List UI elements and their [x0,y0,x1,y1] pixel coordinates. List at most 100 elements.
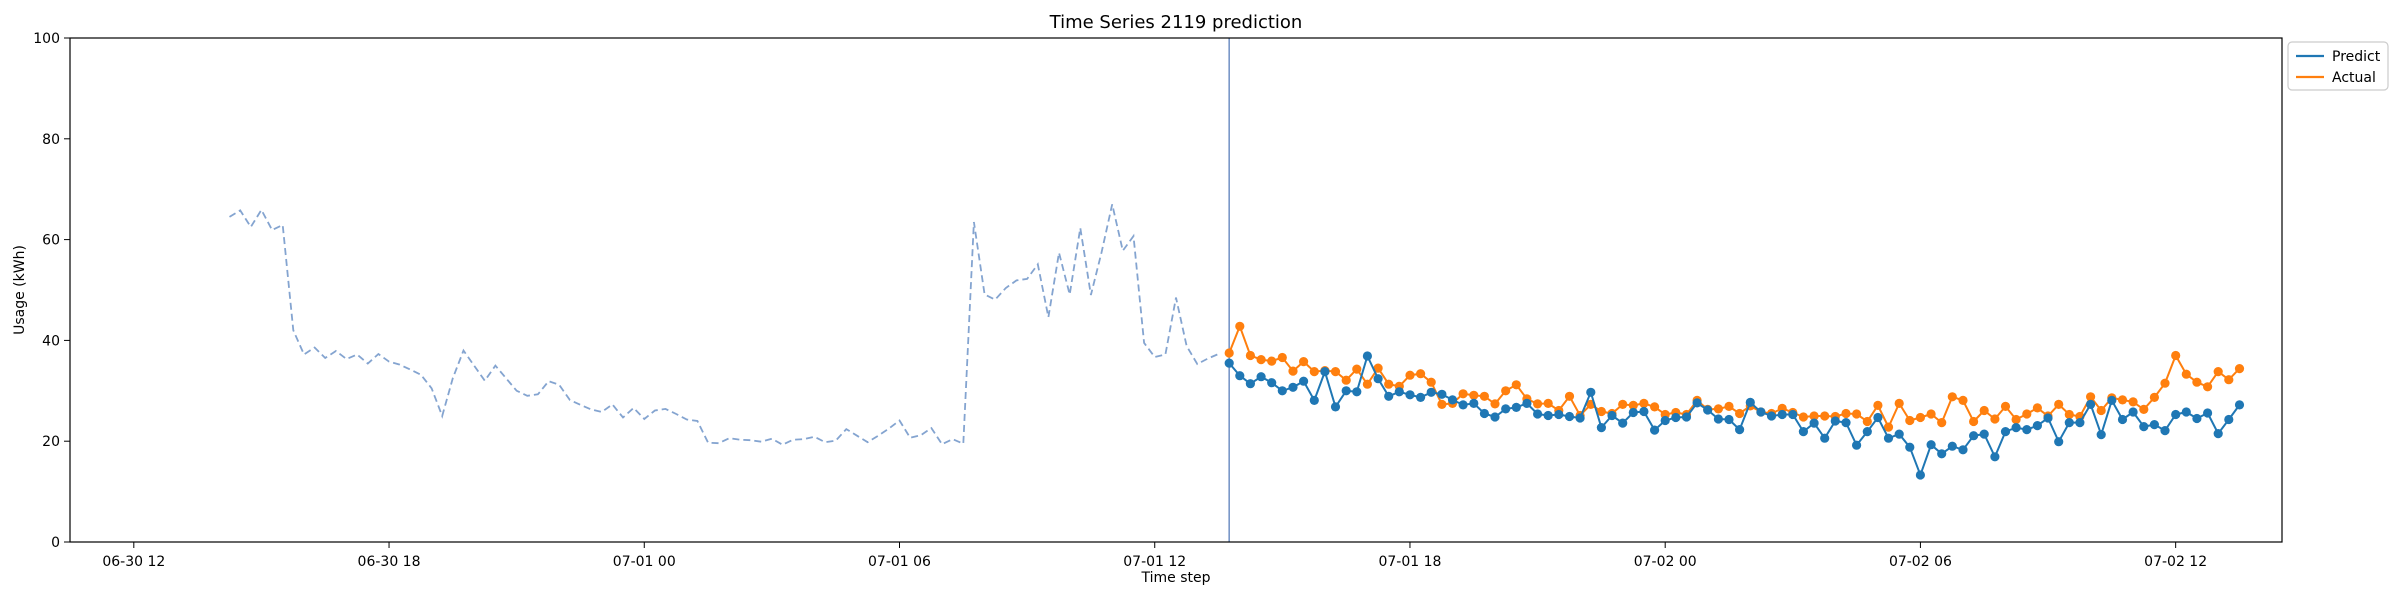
actual-point [1299,357,1309,367]
predict-point [2096,430,2106,440]
actual-point [2213,367,2223,377]
actual-point [1384,379,1394,389]
predict-point [2171,409,2181,420]
predict-point [2139,422,2149,432]
predict-point [1352,387,1362,397]
predict-point [1416,392,1426,402]
y-tick-label: 80 [42,132,60,148]
actual-point [1267,356,1277,366]
actual-point [2181,369,2191,379]
predict-point [1288,382,1298,392]
actual-point [1352,364,1362,374]
predict-point [2011,423,2021,433]
actual-point [1224,348,1234,358]
actual-point [1650,402,1660,412]
actual-point [1330,367,1341,377]
legend-label-predict: Predict [2332,49,2381,65]
actual-point [1501,386,1511,396]
actual-point [2064,409,2074,420]
predict-point [1522,398,1532,408]
predict-point [1373,374,1383,384]
actual-point [2192,377,2202,387]
actual-point [1618,399,1628,409]
predict-point [1883,433,1894,443]
predict-point [2213,429,2223,439]
predict-point [1798,427,1808,437]
actual-point [1437,399,1447,409]
predict-point [1362,351,1372,361]
predict-point [1596,423,1606,433]
actual-point [1426,377,1436,387]
predict-point [1479,408,1489,419]
y-tick-label: 40 [42,333,60,349]
actual-point [1735,408,1745,419]
actual-point [1564,391,1575,401]
actual-point [2032,403,2042,413]
legend: Predict Actual [2287,41,2389,91]
predict-point [1905,442,1915,452]
actual-point [1947,392,1957,402]
actual-point [1894,398,1904,408]
x-tick-label: 07-01 00 [613,554,676,570]
predict-point [1607,410,1617,421]
predict-point [1841,418,1851,428]
legend-label-actual: Actual [2332,70,2376,86]
y-axis: 0 20 40 60 80 100 [33,31,70,551]
actual-point [1533,399,1543,409]
predict-point [1862,427,1872,437]
actual-point [2203,382,2213,392]
actual-point [1905,415,1915,426]
actual-point [2086,392,2096,402]
actual-point [1852,409,1862,419]
actual-point [2096,405,2106,416]
actual-point [2160,378,2170,388]
actual-point [1926,409,1936,419]
actual-point [1820,411,1830,421]
actual-point [1373,363,1383,373]
actual-point [1937,418,1947,428]
predict-point [1320,367,1330,377]
predict-point [1809,418,1819,428]
predict-point [1958,445,1968,455]
predict-point [1915,470,1925,480]
predict-point [2224,414,2234,425]
actual-point [2054,399,2064,409]
predict-point [1458,400,1468,410]
predict-point [1235,371,1245,381]
actual-point [2117,395,2128,405]
predict-point [2128,407,2138,417]
actual-point [1969,416,1979,427]
predict-point [1937,449,1947,459]
actual-point [1405,370,1415,380]
predict-point [1533,409,1543,419]
actual-point [2011,414,2021,425]
predict-point [1309,395,1319,405]
x-axis-label: Time step [1141,570,1211,586]
y-tick-label: 20 [42,434,60,450]
predict-point [1405,390,1415,400]
actual-point [2224,375,2234,385]
actual-point [1511,380,1521,390]
predict-point [1384,391,1394,401]
y-tick-label: 60 [42,233,60,249]
actual-point [1841,408,1851,419]
predict-point [1703,405,1713,415]
predict-point [1660,415,1670,426]
predict-point [1618,418,1628,428]
actual-point [1873,400,1883,410]
predict-point [1330,402,1341,412]
predict-point [2086,399,2096,409]
predict-point [1990,452,2000,462]
x-tick-label: 06-30 12 [102,554,165,570]
predict-point [1394,387,1404,397]
predict-point [1852,440,1862,450]
predict-point [1575,413,1585,423]
x-axis: 06-30 12 06-30 18 07-01 00 07-01 06 07-01 12… [102,542,2207,570]
actual-point [1809,411,1819,421]
actual-point [1416,369,1426,379]
x-tick-label: 07-01 06 [868,554,931,570]
actual-point [1990,414,2000,424]
predict-point [1788,409,1798,420]
